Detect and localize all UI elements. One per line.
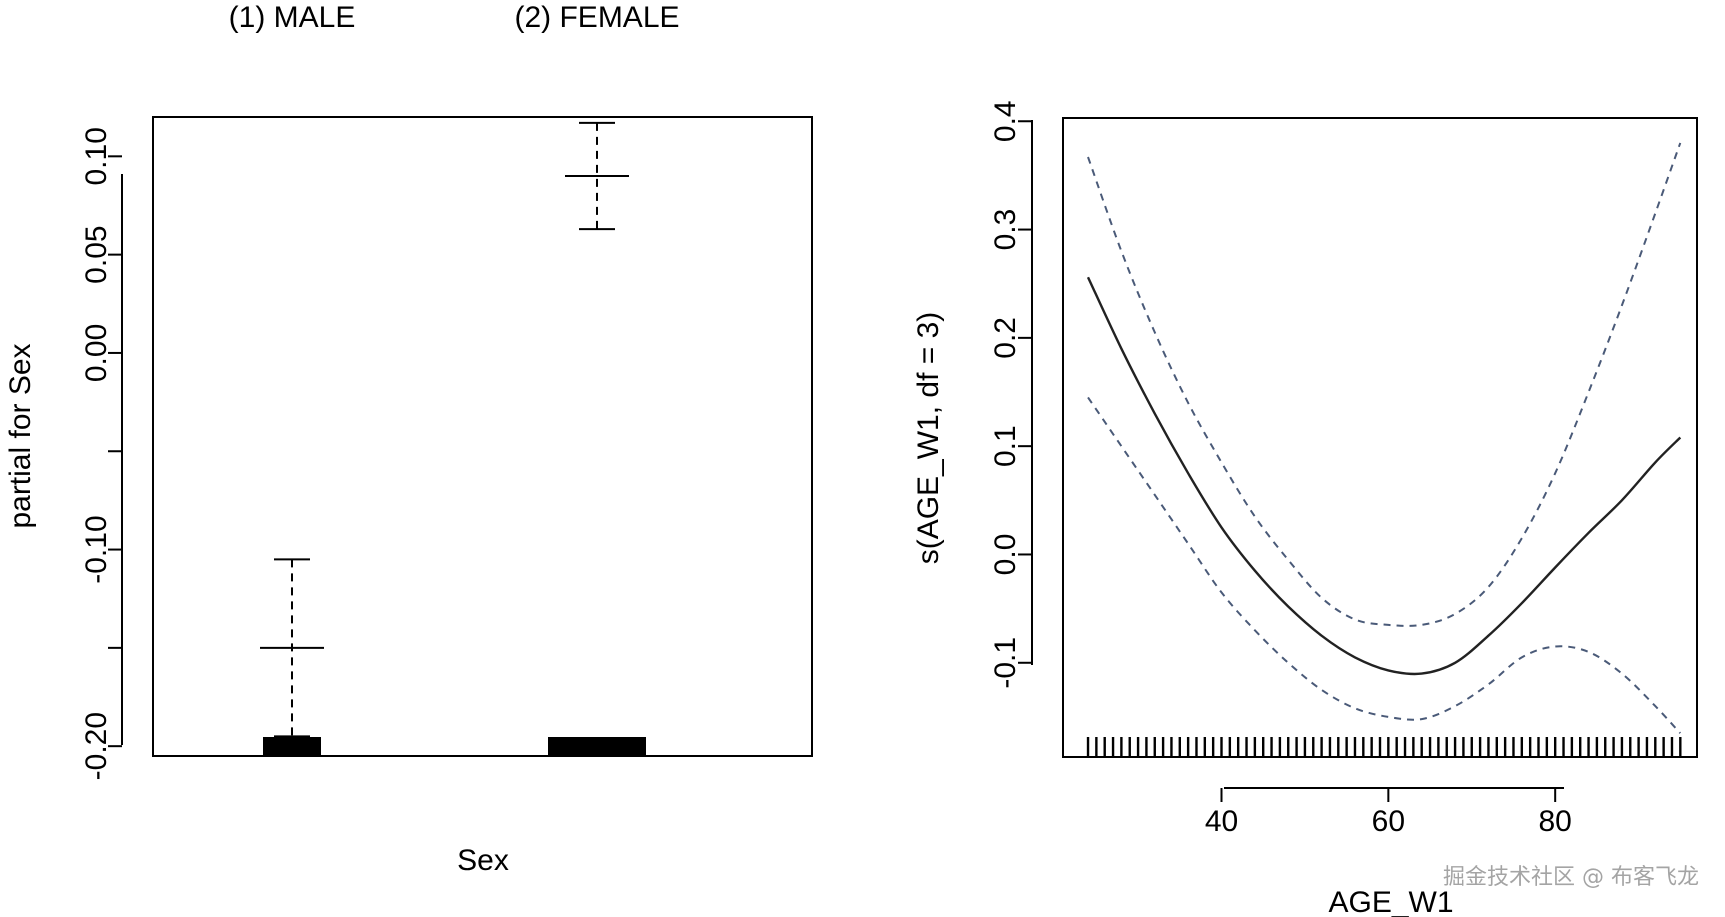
age-x-tick-label-2: 80 bbox=[1538, 805, 1571, 838]
sex-y-tick-label-5: 0.05 bbox=[80, 225, 113, 283]
age-y-tick-label-0: -0.1 bbox=[989, 637, 1022, 689]
sex-rug-block-0 bbox=[263, 737, 321, 756]
sex-y-tick-label-2: -0.10 bbox=[80, 515, 113, 583]
sex-y-ticks: -0.20 -0.10 0.00 0.05 0.10 bbox=[80, 127, 122, 780]
sex-partial-panel: -0.20 -0.10 0.00 0.05 0.10 (1) MALE (2) FEMA… bbox=[4, 1, 813, 877]
sex-plot-frame bbox=[152, 116, 813, 757]
sex-category-labels: (1) MALE (2) FEMALE bbox=[229, 1, 680, 34]
age-y-ticks: -0.1 0.0 0.1 0.2 0.3 0.4 bbox=[989, 100, 1032, 689]
sex-y-axis-title: partial for Sex bbox=[4, 343, 37, 528]
age-series bbox=[1086, 142, 1682, 734]
age-y-tick-label-1: 0.0 bbox=[989, 534, 1022, 576]
age-rug bbox=[1086, 737, 1682, 757]
age-plot-frame bbox=[1062, 117, 1698, 758]
sex-rug bbox=[263, 737, 646, 756]
sex-y-tick-label-0: -0.20 bbox=[80, 712, 113, 780]
series-line-upper-band bbox=[1087, 142, 1682, 627]
age-y-tick-label-3: 0.2 bbox=[989, 317, 1022, 359]
age-x-ticks: 40 60 80 bbox=[1205, 788, 1572, 838]
age-y-tick-label-4: 0.3 bbox=[989, 209, 1022, 251]
age-y-tick-label-2: 0.1 bbox=[989, 425, 1022, 467]
sex-y-tick-label-4: 0.00 bbox=[80, 324, 113, 382]
sex-rug-block-1 bbox=[548, 737, 646, 756]
age-y-tick-label-5: 0.4 bbox=[989, 100, 1022, 142]
category-label-male: (1) MALE bbox=[229, 1, 356, 34]
age-x-axis-title: AGE_W1 bbox=[1328, 886, 1453, 917]
sex-y-tick-label-6: 0.10 bbox=[80, 127, 113, 185]
watermark: 掘金技术社区 @ 布客飞龙 bbox=[1443, 865, 1699, 890]
series-line-fit bbox=[1086, 276, 1682, 676]
age-x-tick-label-1: 60 bbox=[1372, 805, 1405, 838]
age-x-tick-label-0: 40 bbox=[1205, 805, 1238, 838]
age-smooth-panel: -0.1 0.0 0.1 0.2 0.3 0.4 40 60 80 AGE_W1 s(AGE_… bbox=[912, 100, 1698, 917]
age-y-axis-title: s(AGE_W1, df = 3) bbox=[912, 312, 945, 565]
sex-error-bars bbox=[260, 121, 629, 738]
category-label-female: (2) FEMALE bbox=[514, 1, 679, 34]
sex-x-axis-title: Sex bbox=[457, 844, 509, 877]
series-line-lower-band bbox=[1087, 396, 1682, 734]
